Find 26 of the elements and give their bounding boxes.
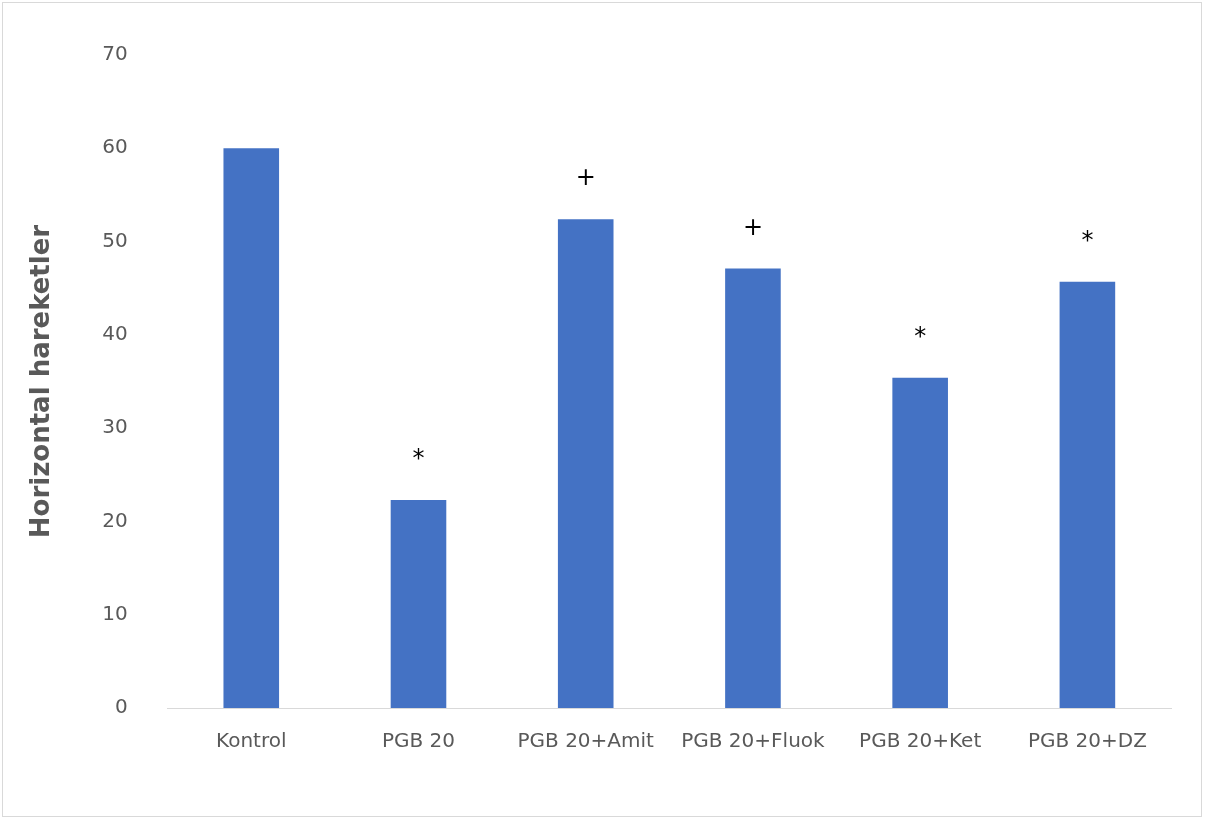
y-tick-label: 0	[114, 694, 128, 719]
y-axis-title: Horizontal hareketler	[25, 224, 56, 539]
x-tick-label: PGB 20+Fluok	[681, 728, 826, 753]
y-tick-label: 50	[102, 227, 128, 252]
y-tick-label: 40	[102, 321, 128, 346]
annotation: *	[914, 322, 927, 350]
y-tick-label: 20	[102, 507, 128, 532]
bar	[223, 148, 280, 708]
y-tick-label: 30	[102, 414, 128, 439]
bar	[390, 499, 447, 708]
annotation: *	[1081, 225, 1094, 254]
annotation: +	[575, 163, 596, 192]
y-tick-label: 70	[102, 41, 128, 66]
y-tick-label: 60	[102, 134, 128, 159]
x-tick-label: PGB 20	[381, 728, 456, 753]
bar	[557, 219, 614, 708]
bar	[1059, 281, 1116, 708]
annotation: *	[412, 444, 425, 473]
bar	[892, 377, 948, 708]
annotation: +	[742, 212, 763, 241]
x-tick-label: PGB 20+DZ	[1027, 728, 1147, 753]
x-tick-label: Kontrol	[216, 728, 287, 753]
x-tick-label: PGB 20+Ket	[859, 728, 982, 753]
bar	[725, 268, 781, 708]
x-tick-label: PGB 20+Amit	[517, 728, 655, 753]
y-tick-label: 10	[102, 600, 128, 625]
